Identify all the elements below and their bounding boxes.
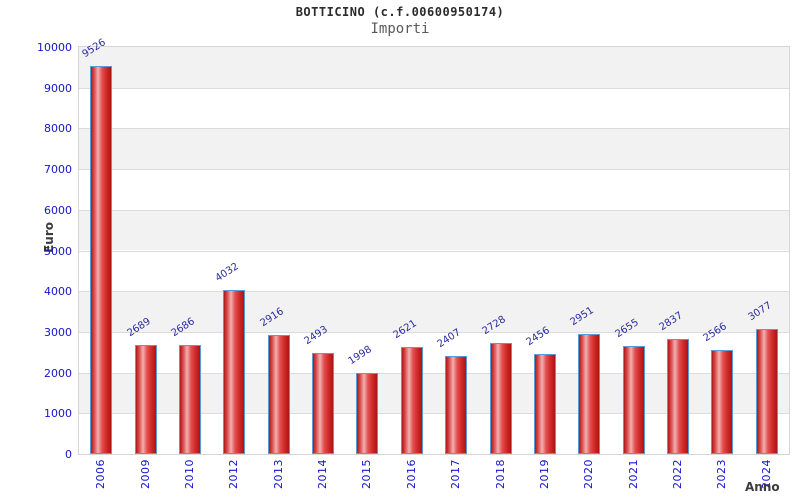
bar — [90, 66, 113, 454]
bar — [667, 338, 690, 454]
x-tick-label: 2015 — [360, 459, 374, 489]
x-tick-label: 2012 — [227, 459, 241, 489]
bar — [578, 333, 601, 454]
x-tick-label: 2022 — [671, 459, 685, 489]
gridline — [79, 209, 789, 211]
x-tick-label: 2016 — [404, 459, 418, 489]
y-tick-label: 2000 — [44, 366, 72, 380]
gridline — [79, 331, 789, 333]
bar — [489, 342, 512, 454]
y-tick-label: 10000 — [37, 41, 72, 54]
plot-band — [79, 169, 789, 210]
gridline — [79, 128, 789, 130]
y-tick-label: 6000 — [44, 203, 72, 217]
plot-band — [79, 128, 789, 170]
gridline — [79, 250, 789, 252]
x-tick-label: 2021 — [626, 459, 640, 489]
x-tick-label: 2009 — [138, 459, 152, 489]
y-tick-label: 3000 — [44, 325, 72, 339]
gridline — [79, 87, 789, 89]
gridline — [79, 413, 789, 415]
x-tick-label: 2010 — [182, 459, 196, 489]
y-tick-label: 8000 — [44, 122, 72, 136]
x-tick-label: 2006 — [94, 459, 108, 489]
chart-subtitle: Importi — [370, 21, 430, 37]
x-axis-title: Anno — [745, 480, 780, 494]
plot-band — [79, 209, 789, 251]
bar — [711, 349, 734, 454]
x-tick-label: 2013 — [271, 459, 285, 489]
bar — [134, 344, 157, 454]
plot-band — [79, 291, 789, 332]
x-tick-label: 2017 — [449, 459, 463, 489]
x-tick-label: 2020 — [582, 459, 596, 489]
y-tick-label: 4000 — [44, 285, 72, 299]
y-tick-label: 0 — [65, 448, 72, 461]
x-tick-label: 2023 — [715, 459, 729, 489]
gridline — [79, 372, 789, 374]
bar — [755, 328, 778, 454]
y-tick-label: 9000 — [44, 81, 72, 95]
bar — [445, 356, 468, 454]
bar — [178, 344, 201, 454]
x-tick-label: 2014 — [316, 459, 330, 489]
bar — [312, 352, 335, 454]
bar — [356, 372, 379, 454]
bar — [533, 354, 556, 454]
plot-band — [79, 250, 789, 292]
x-tick-label: 2019 — [537, 459, 551, 489]
gridline — [79, 291, 789, 293]
y-tick-label: 5000 — [44, 244, 72, 258]
plot-area: 9526 2689 2686 4032 2916 2493 1998 2621 2407 2728… — [78, 37, 790, 455]
gridline — [79, 169, 789, 171]
y-tick-label: 7000 — [44, 163, 72, 177]
bar — [622, 345, 645, 454]
chart-title: BOTTICINO (c.f.00600950174) — [295, 5, 505, 19]
bar — [267, 335, 290, 454]
plot-band — [79, 87, 789, 129]
bar — [223, 289, 246, 454]
bar — [400, 347, 423, 454]
x-tick-label: 2018 — [493, 459, 507, 489]
y-tick-label: 1000 — [44, 407, 72, 421]
plot-band — [79, 47, 789, 88]
